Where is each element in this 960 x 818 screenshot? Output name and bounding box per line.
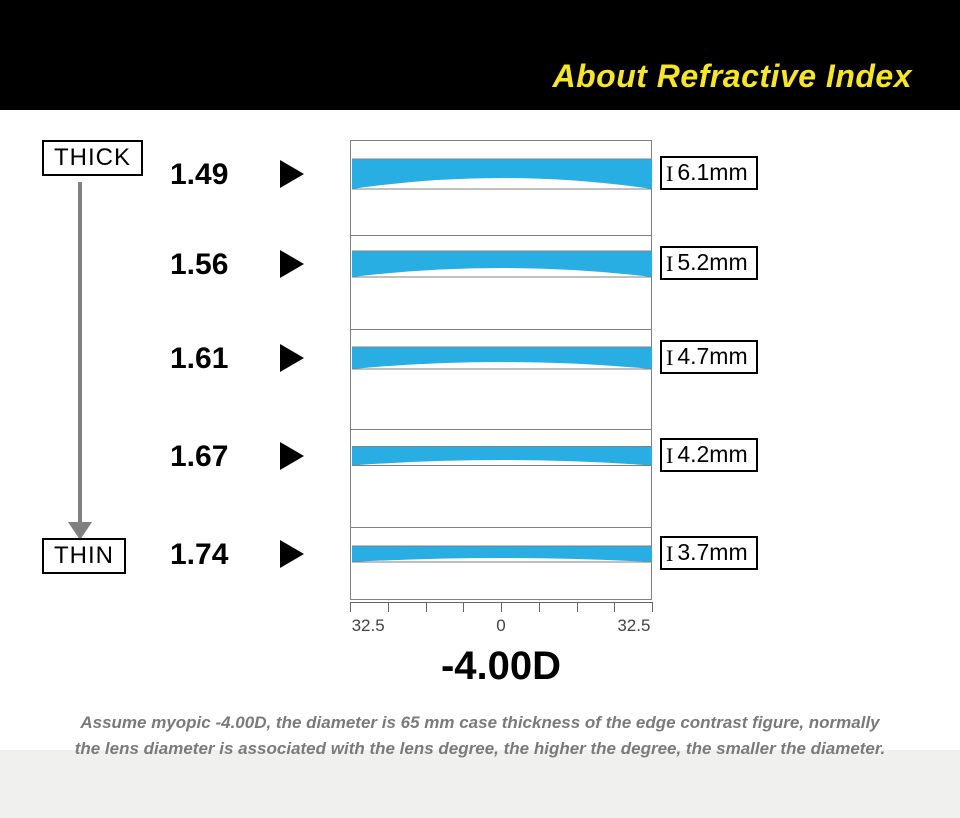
scale-top-label: THICK <box>42 140 143 176</box>
thickness-label: I4.2mm <box>660 438 758 472</box>
frame-divider <box>351 527 651 528</box>
axis-tick <box>350 602 351 612</box>
ibeam-icon: I <box>666 443 673 469</box>
triangle-right-icon <box>280 442 304 470</box>
axis-tick <box>577 602 578 612</box>
footer-caption: Assume myopic -4.00D, the diameter is 65… <box>0 710 960 763</box>
diopter-label: -4.00D <box>350 644 652 689</box>
thickness-label: I3.7mm <box>660 536 758 570</box>
thickness-label: I6.1mm <box>660 156 758 190</box>
lens-cross-section <box>352 334 652 382</box>
frame-divider <box>351 235 651 236</box>
refractive-index-label: 1.74 <box>170 538 228 572</box>
thickness-label: I4.7mm <box>660 340 758 374</box>
scale-bottom-label: THIN <box>42 538 126 574</box>
triangle-right-icon <box>280 540 304 568</box>
header-title: About Refractive Index <box>552 58 912 95</box>
axis-tick <box>652 602 653 612</box>
lens-row: 1.49 I6.1mm <box>170 150 910 198</box>
frame-divider <box>351 329 651 330</box>
header-bar: About Refractive Index <box>0 0 960 110</box>
scale-arrow-line <box>78 182 82 530</box>
triangle-right-icon <box>280 344 304 372</box>
refractive-index-label: 1.67 <box>170 440 228 474</box>
triangle-right-icon <box>280 250 304 278</box>
ibeam-icon: I <box>666 161 673 187</box>
axis-baseline <box>350 602 652 603</box>
axis-tick <box>614 602 615 612</box>
refractive-index-label: 1.49 <box>170 158 228 192</box>
ibeam-icon: I <box>666 345 673 371</box>
refractive-index-label: 1.56 <box>170 248 228 282</box>
thickness-label: I5.2mm <box>660 246 758 280</box>
lens-cross-section <box>352 150 652 198</box>
frame-divider <box>351 429 651 430</box>
ibeam-icon: I <box>666 251 673 277</box>
lens-cross-section <box>352 530 652 578</box>
axis-label: 0 <box>496 616 505 636</box>
lens-row: 1.56 I5.2mm <box>170 240 910 288</box>
lens-cross-section <box>352 240 652 288</box>
axis-label: 32.5 <box>617 616 650 636</box>
x-axis: 32.5032.5 <box>350 602 652 632</box>
axis-tick <box>426 602 427 612</box>
triangle-right-icon <box>280 160 304 188</box>
main-content: THICK THIN 1.49 I6.1mm1.56 I5.2mm1.61 I4… <box>0 110 960 750</box>
axis-tick <box>501 602 502 612</box>
thickness-value: 5.2mm <box>677 249 747 275</box>
refractive-index-label: 1.61 <box>170 342 228 376</box>
lens-row: 1.61 I4.7mm <box>170 334 910 382</box>
thickness-value: 3.7mm <box>677 539 747 565</box>
thickness-value: 4.7mm <box>677 343 747 369</box>
lens-row: 1.74 I3.7mm <box>170 530 910 578</box>
axis-tick <box>463 602 464 612</box>
axis-tick <box>539 602 540 612</box>
axis-label: 32.5 <box>352 616 385 636</box>
axis-tick <box>388 602 389 612</box>
thickness-value: 4.2mm <box>677 441 747 467</box>
lens-cross-section <box>352 432 652 480</box>
lens-row: 1.67 I4.2mm <box>170 432 910 480</box>
thickness-value: 6.1mm <box>677 159 747 185</box>
ibeam-icon: I <box>666 541 673 567</box>
